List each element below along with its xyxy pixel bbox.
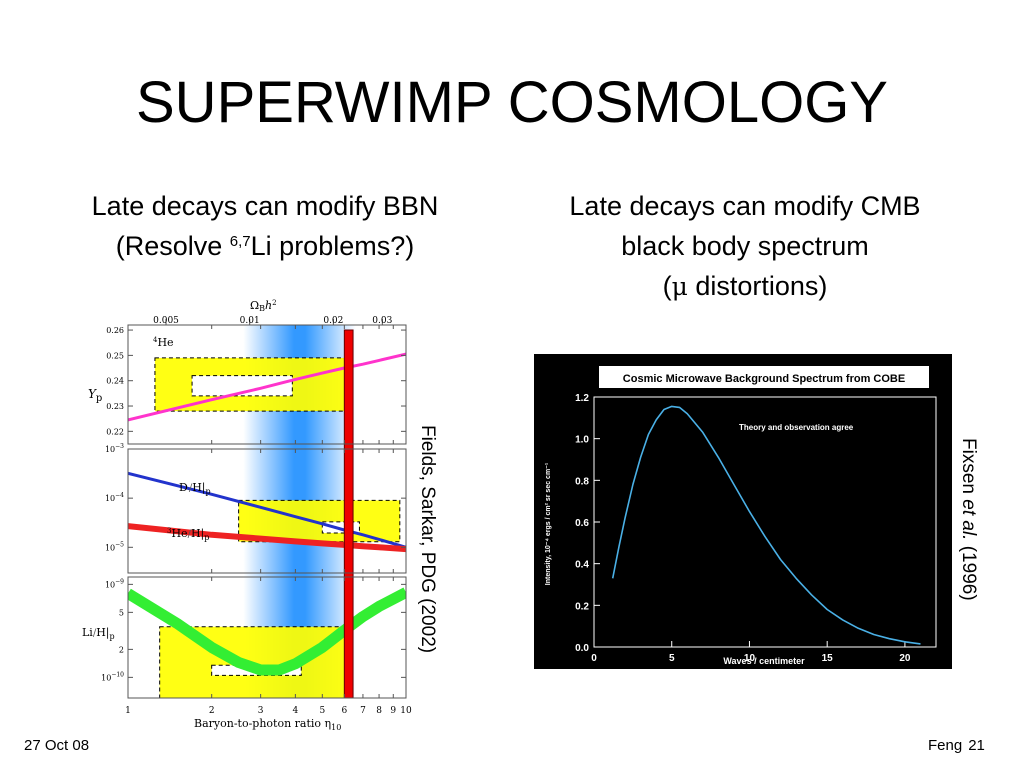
left-caption-line2: (Resolve 6,7Li problems?): [20, 226, 510, 266]
y-tick-label: 2: [119, 645, 124, 654]
cmb-constraint-band: [343, 329, 354, 699]
top-tick-label: 0.03: [372, 316, 392, 326]
left-caption-prefix: (Resolve: [115, 231, 230, 261]
right-caption-line3: (μ distortions): [500, 266, 990, 307]
top-tick-label: 0.02: [323, 316, 343, 326]
he3h-series-label: 3He/H|p: [167, 527, 209, 542]
left-caption: Late decays can modify BBN (Resolve 6,7L…: [20, 186, 510, 266]
cobe-y-tick-label: 1.2: [575, 393, 589, 404]
x-tick-label: 7: [360, 706, 366, 716]
cobe-x-tick-label: 10: [744, 653, 756, 664]
top-tick-label: 0.005: [153, 316, 179, 326]
x-tick-label: 3: [258, 706, 264, 716]
x-tick-label: 10: [400, 706, 412, 716]
x-tick-label: 6: [341, 706, 347, 716]
y-tick-label: 10−3: [105, 443, 124, 454]
he4-panel-frame: [127, 324, 407, 445]
li-panel-frame: [127, 576, 407, 699]
top-tick-label: 0.01: [240, 316, 260, 326]
x-tick-label: 5: [319, 706, 325, 716]
series-line: [128, 587, 406, 676]
observation-inner-box: [191, 375, 293, 397]
lih-axis-label: Li/H|p: [82, 626, 115, 641]
slide-title: SUPERWIMP COSMOLOGY: [136, 70, 888, 135]
cobe-y-tick-label: 1.0: [575, 435, 589, 446]
left-caption-line1: Late decays can modify BBN: [91, 191, 439, 221]
x-tick-label: 8: [376, 706, 382, 716]
cobe-x-axis-label: Waves / centimeter: [723, 656, 805, 666]
left-caption-suffix: Li problems?): [250, 231, 415, 261]
cobe-y-tick-label: 0.6: [575, 518, 589, 529]
cobe-x-tick-label: 15: [822, 653, 834, 664]
y-tick-label: 10−4: [105, 492, 124, 503]
omega-b-label: ΩBh2: [250, 299, 277, 313]
right-caption: Late decays can modify CMB black body sp…: [500, 186, 990, 307]
x-tick-label: 2: [209, 706, 215, 716]
cobe-title-box: [599, 366, 929, 388]
series-line: [128, 523, 406, 553]
he4-panel: [128, 352, 406, 422]
cobe-y-tick-label: 0.4: [575, 560, 589, 571]
footer-date: 27 Oct 08: [24, 737, 90, 754]
cobe-x-tick-label: 5: [669, 653, 675, 664]
observation-inner-box: [321, 521, 360, 534]
deuterium-he3-panel: [128, 471, 406, 553]
lithium-panel: [128, 587, 406, 698]
eta-axis-label: Baryon-to-photon ratio η10: [194, 717, 341, 732]
bbn-source-credit: Fields, Sarkar, PDG (2002): [417, 425, 438, 654]
left-caption-sup: 6,7: [229, 233, 251, 250]
y-tick-label: 10−5: [105, 541, 124, 552]
cobe-y-tick-label: 0.8: [575, 476, 589, 487]
cobe-x-tick-label: 20: [899, 653, 911, 664]
y-tick-label: 10−10: [101, 671, 124, 682]
cobe-x-tick-label: 0: [591, 653, 597, 664]
cobe-y-tick-label: 0.2: [575, 601, 589, 612]
series-line: [128, 471, 406, 549]
footer-page: Feng 21: [928, 737, 985, 754]
x-tick-label: 9: [390, 706, 396, 716]
cobe-y-tick-label: 0.0: [575, 643, 589, 654]
cobe-annotation: Theory and observation agree: [739, 423, 854, 432]
y-tick-label: 0.23: [106, 402, 124, 411]
y-tick-label: 0.24: [106, 377, 124, 386]
bbn-figure: 0.260.250.240.230.2210−310−410−510−95210…: [82, 299, 412, 732]
y-tick-label: 5: [119, 608, 124, 617]
cobe-background: [534, 354, 952, 669]
y-tick-label: 10−9: [105, 578, 124, 589]
cobe-title: Cosmic Microwave Background Spectrum fro…: [623, 373, 905, 385]
cobe-source-credit: Fixsen et al. (1996): [958, 438, 979, 601]
yp-axis-label: Yp: [88, 387, 102, 404]
x-tick-label: 4: [293, 706, 299, 716]
right-caption-line1: Late decays can modify CMB: [569, 191, 921, 221]
right-caption-open: (: [662, 271, 672, 301]
y-tick-label: 0.26: [106, 326, 124, 335]
cobe-spectrum-curve: [611, 405, 921, 645]
mu-symbol: μ: [671, 272, 688, 301]
cobe-y-axis-label: Intensity, 10⁻⁴ ergs / cm² sr sec cm⁻¹: [545, 462, 552, 585]
x-tick-label: 1: [125, 706, 131, 716]
series-line: [128, 352, 406, 422]
dh-panel-frame: [127, 448, 407, 574]
cobe-figure: Cosmic Microwave Background Spectrum fro…: [534, 354, 952, 669]
y-tick-label: 0.25: [106, 351, 124, 360]
he4-label: 4He: [153, 336, 174, 349]
dh-series-label: D/H|p: [179, 481, 211, 496]
right-caption-suffix: distortions): [687, 271, 828, 301]
y-tick-label: 0.22: [106, 427, 124, 436]
right-caption-line2: black body spectrum: [621, 231, 869, 261]
